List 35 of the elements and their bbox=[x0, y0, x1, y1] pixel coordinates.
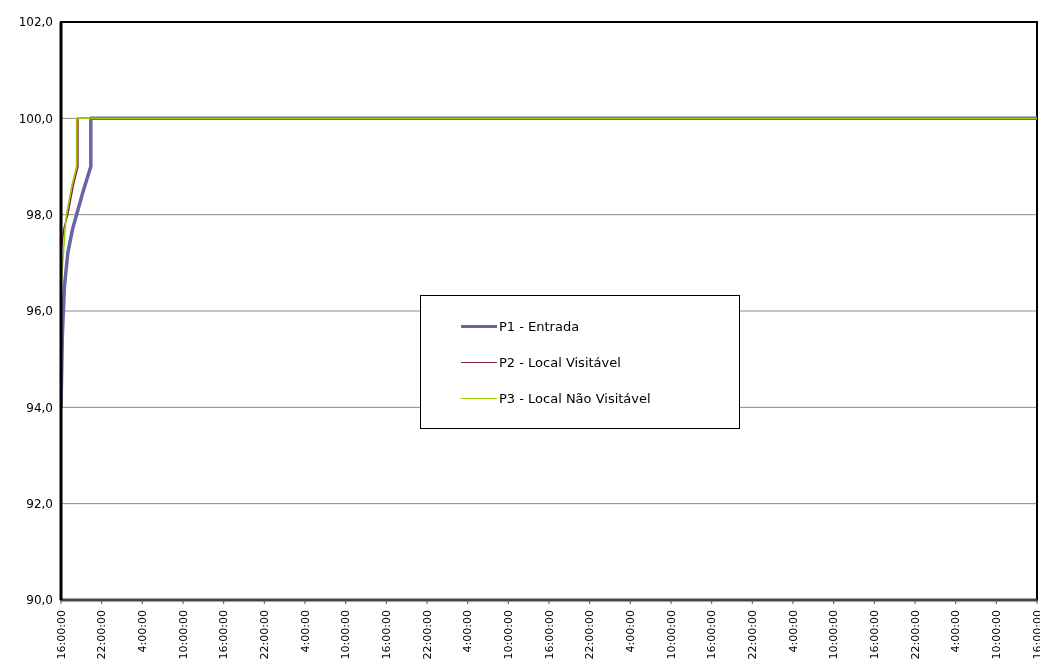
x-tick-label: 16:00:00 bbox=[867, 610, 881, 660]
y-tick-label: 100,0 bbox=[18, 111, 53, 126]
y-tick-label: 102,0 bbox=[18, 15, 53, 30]
x-tick-label: 10:00:00 bbox=[176, 610, 190, 660]
x-tick-label: 22:00:00 bbox=[95, 610, 109, 660]
x-tick-label: 10:00:00 bbox=[827, 610, 841, 660]
y-tick-label: 98,0 bbox=[26, 207, 53, 222]
x-tick-label: 10:00:00 bbox=[664, 610, 678, 660]
x-tick-label: 4:00:00 bbox=[298, 610, 312, 653]
x-tick-label: 16:00:00 bbox=[379, 610, 393, 660]
y-tick-label: 96,0 bbox=[26, 304, 53, 319]
x-tick-label: 4:00:00 bbox=[135, 610, 149, 653]
x-tick-label: 10:00:00 bbox=[339, 610, 353, 660]
x-tick-label: 22:00:00 bbox=[420, 610, 434, 660]
x-tick-label: 22:00:00 bbox=[745, 610, 759, 660]
x-tick-label: 22:00:00 bbox=[908, 610, 922, 660]
x-tick-label: 4:00:00 bbox=[461, 610, 475, 653]
legend-label: P3 - Local Não Visitável bbox=[499, 390, 651, 406]
x-tick-label: 22:00:00 bbox=[257, 610, 271, 660]
x-tick-label: 4:00:00 bbox=[786, 610, 800, 653]
x-tick-label: 4:00:00 bbox=[949, 610, 963, 653]
y-tick-label: 90,0 bbox=[26, 593, 53, 608]
x-tick-label: 22:00:00 bbox=[583, 610, 597, 660]
y-tick-label: 92,0 bbox=[26, 496, 53, 511]
x-tick-label: 10:00:00 bbox=[501, 610, 515, 660]
x-tick-label: 16:00:00 bbox=[54, 610, 68, 660]
x-tick-label: 10:00:00 bbox=[989, 610, 1003, 660]
x-tick-label: 4:00:00 bbox=[623, 610, 637, 653]
legend-label: P1 - Entrada bbox=[499, 318, 580, 334]
x-tick-label: 16:00:00 bbox=[217, 610, 231, 660]
legend-label: P2 - Local Visitável bbox=[499, 354, 621, 370]
x-tick-label: 16:00:00 bbox=[705, 610, 719, 660]
y-tick-label: 94,0 bbox=[26, 400, 53, 415]
x-tick-label: 16:00:00 bbox=[542, 610, 556, 660]
x-tick-label: 16:00:00 bbox=[1030, 610, 1040, 660]
